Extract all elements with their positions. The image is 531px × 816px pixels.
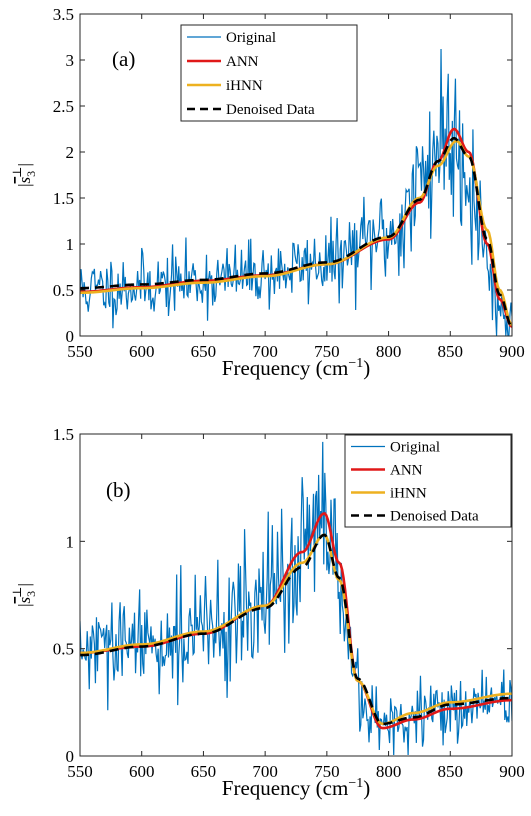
- x-tick-label: 850: [438, 342, 464, 361]
- legend-label: Original: [390, 440, 440, 456]
- legend: Original ANN iHNN Denoised Data: [344, 434, 512, 528]
- x-tick-label: 700: [252, 762, 278, 781]
- y-tick-label: 3: [66, 51, 75, 70]
- chart-panel-a: 550 600 650 700 750 800 850 900 0 0.5 1 1.5 2 2.5 3 3.5…: [10, 5, 525, 380]
- x-tick-label: 600: [129, 762, 155, 781]
- legend: Original ANN iHNN Denoised Data: [180, 24, 358, 122]
- y-tick-label: 1: [66, 235, 75, 254]
- y-tick-label: 1: [66, 532, 75, 551]
- panel-label: (b): [106, 478, 131, 502]
- legend-label: Original: [226, 30, 276, 46]
- svg-text:|s3⊥|: |s3⊥|: [10, 583, 38, 607]
- y-tick-label: 2.5: [53, 97, 74, 116]
- y-tick-label: 1.5: [53, 189, 74, 208]
- series-denoised-data: [80, 136, 512, 328]
- series-original: [80, 441, 512, 755]
- y-tick-label: 2: [66, 143, 75, 162]
- x-tick-label: 700: [252, 342, 278, 361]
- x-tick-label: 900: [499, 762, 525, 781]
- x-tick-label: 750: [314, 762, 340, 781]
- x-tick-label: 900: [499, 342, 525, 361]
- x-tick-label: 650: [191, 762, 217, 781]
- plot-area: [80, 48, 512, 336]
- legend-label: iHNN: [226, 78, 263, 94]
- y-tick-label: 1.5: [53, 425, 74, 444]
- series-ann: [80, 512, 512, 730]
- x-tick-label: 800: [376, 762, 402, 781]
- legend-label: ANN: [390, 463, 423, 479]
- y-tick-label: 0.5: [53, 281, 74, 300]
- y-tick-label: 3.5: [53, 5, 74, 24]
- axes-box: [79, 13, 513, 337]
- svg-text:|s3⊥|: |s3⊥|: [10, 163, 38, 187]
- x-tick-label: 800: [376, 342, 402, 361]
- legend-label: Denoised Data: [226, 102, 315, 118]
- x-axis-label: Frequency (cm−1): [222, 356, 370, 380]
- x-tick-label: 750: [314, 342, 340, 361]
- y-axis-label: |s3⊥|: [10, 163, 38, 187]
- x-axis-label: Frequency (cm−1): [222, 776, 370, 800]
- y-tick-label: 0: [66, 327, 75, 346]
- legend-label: iHNN: [390, 486, 427, 502]
- x-tick-label: 850: [438, 762, 464, 781]
- axes-box: [79, 433, 513, 757]
- legend-label: Denoised Data: [390, 509, 479, 525]
- y-tick-label: 0: [66, 747, 75, 766]
- x-tick-label: 650: [191, 342, 217, 361]
- plot-area: [80, 441, 512, 755]
- y-axis-label: |s3⊥|: [10, 583, 38, 607]
- series-ihnn: [80, 533, 512, 726]
- legend-label: ANN: [226, 54, 259, 70]
- x-tick-label: 550: [67, 342, 93, 361]
- x-tick-label: 550: [67, 762, 93, 781]
- y-tick-label: 0.5: [53, 640, 74, 659]
- series-denoised-data: [80, 533, 512, 726]
- chart-panel-b: 550 600 650 700 750 800 850 900 0 0.5 1 1.5 Frequenc…: [10, 425, 525, 800]
- x-tick-label: 600: [129, 342, 155, 361]
- series-ihnn: [80, 139, 512, 326]
- panel-label: (a): [112, 47, 135, 71]
